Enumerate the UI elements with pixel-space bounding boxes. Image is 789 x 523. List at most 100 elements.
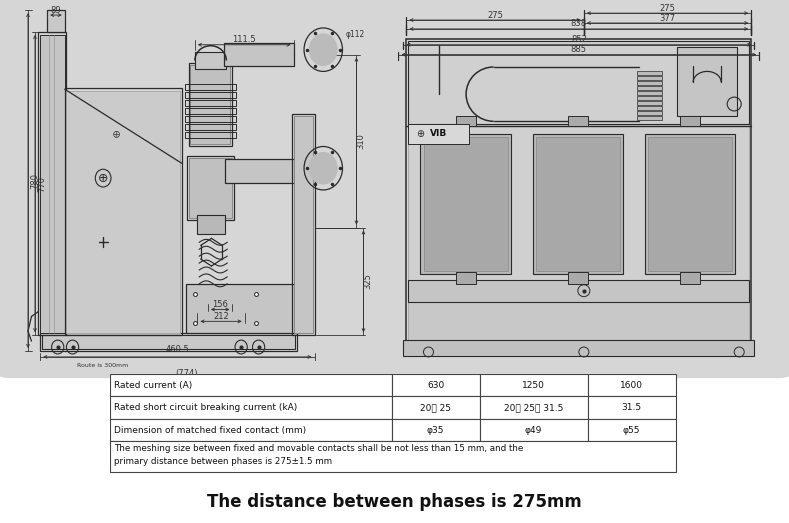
Bar xyxy=(480,396,588,419)
Bar xyxy=(226,160,295,183)
Text: Rated short circuit breaking current (kA): Rated short circuit breaking current (kA… xyxy=(114,403,297,412)
Bar xyxy=(409,41,750,124)
Bar xyxy=(185,132,236,138)
Bar xyxy=(391,374,480,396)
Bar xyxy=(455,116,476,126)
Text: Dimension of matched fixed contact (mm): Dimension of matched fixed contact (mm) xyxy=(114,426,307,435)
Bar xyxy=(185,92,236,98)
Bar xyxy=(637,81,662,85)
Bar xyxy=(42,335,295,349)
Text: 1250: 1250 xyxy=(522,381,545,390)
Bar xyxy=(588,419,675,441)
Text: 310: 310 xyxy=(357,133,365,149)
Bar xyxy=(110,396,391,419)
Bar xyxy=(187,156,234,220)
Text: (774): (774) xyxy=(175,369,197,378)
Bar xyxy=(186,284,300,333)
Bar xyxy=(637,72,662,75)
Text: Rated current (A): Rated current (A) xyxy=(114,381,193,390)
Text: 885: 885 xyxy=(571,45,587,54)
Bar xyxy=(648,137,732,271)
Bar xyxy=(190,64,230,143)
Bar xyxy=(110,441,675,472)
Text: ⊕: ⊕ xyxy=(417,129,424,139)
Text: 275: 275 xyxy=(488,10,503,19)
Bar xyxy=(533,134,623,274)
Bar xyxy=(637,101,662,105)
Text: φ55: φ55 xyxy=(623,426,641,435)
Bar xyxy=(391,396,480,419)
Text: VIB: VIB xyxy=(430,129,447,138)
Text: 377: 377 xyxy=(660,14,675,22)
Text: 838: 838 xyxy=(570,19,587,28)
Text: 20， 25: 20， 25 xyxy=(421,403,451,412)
Bar xyxy=(409,41,750,343)
Text: φ49: φ49 xyxy=(525,426,542,435)
Bar xyxy=(424,137,507,271)
Bar xyxy=(637,91,662,95)
Bar xyxy=(637,106,662,110)
Bar xyxy=(406,39,751,345)
Text: 31.5: 31.5 xyxy=(622,403,641,412)
Text: 770: 770 xyxy=(38,176,47,191)
Bar xyxy=(677,47,737,116)
Text: 275: 275 xyxy=(660,4,675,13)
Bar xyxy=(409,126,750,282)
Circle shape xyxy=(309,34,337,65)
Bar xyxy=(637,111,662,115)
Bar xyxy=(480,419,588,441)
Bar xyxy=(421,134,510,274)
Text: ⊕: ⊕ xyxy=(98,172,108,185)
Bar xyxy=(409,124,469,143)
Bar xyxy=(189,63,231,145)
Text: The distance between phases is 275mm: The distance between phases is 275mm xyxy=(208,493,581,511)
Text: 212: 212 xyxy=(213,312,229,321)
Bar xyxy=(195,52,226,70)
Circle shape xyxy=(309,152,337,184)
Text: ⨁: ⨁ xyxy=(113,130,120,137)
Bar xyxy=(568,116,588,126)
Bar xyxy=(110,419,391,441)
Text: 852: 852 xyxy=(571,36,587,44)
Bar xyxy=(680,116,700,126)
Text: 89: 89 xyxy=(50,6,62,15)
Bar xyxy=(185,84,236,90)
Bar xyxy=(40,333,297,351)
Text: φ112: φ112 xyxy=(346,30,365,39)
Text: 460.5: 460.5 xyxy=(166,345,189,354)
Text: 325: 325 xyxy=(363,274,372,289)
Text: φ35: φ35 xyxy=(427,426,444,435)
Bar xyxy=(197,214,226,234)
Bar xyxy=(403,340,754,356)
Bar xyxy=(189,158,233,218)
Bar xyxy=(568,272,588,284)
Bar xyxy=(680,272,700,284)
Bar xyxy=(536,137,620,271)
Bar xyxy=(224,43,294,66)
Bar xyxy=(455,272,476,284)
Bar xyxy=(637,76,662,81)
Text: primary distance between phases is 275±1.5 mm: primary distance between phases is 275±1… xyxy=(114,457,332,465)
Bar xyxy=(185,100,236,106)
Bar xyxy=(637,86,662,90)
Bar xyxy=(185,108,236,114)
Bar xyxy=(65,88,181,335)
Bar xyxy=(66,91,180,333)
Text: 111.5: 111.5 xyxy=(233,36,256,44)
Bar xyxy=(409,280,750,302)
Text: 630: 630 xyxy=(427,381,444,390)
Text: 156: 156 xyxy=(212,300,228,309)
Text: The meshing size between fixed and movable contacts shall be not less than 15 mm: The meshing size between fixed and movab… xyxy=(114,445,524,453)
Bar xyxy=(637,96,662,100)
Bar xyxy=(637,116,662,120)
Text: 1600: 1600 xyxy=(620,381,643,390)
Text: 20， 25， 31.5: 20， 25， 31.5 xyxy=(504,403,563,412)
Bar xyxy=(391,419,480,441)
Bar xyxy=(588,374,675,396)
Bar xyxy=(40,35,65,333)
Bar xyxy=(47,10,65,32)
Bar xyxy=(185,124,236,130)
Bar xyxy=(294,116,312,333)
Bar xyxy=(645,134,735,274)
Bar xyxy=(588,396,675,419)
